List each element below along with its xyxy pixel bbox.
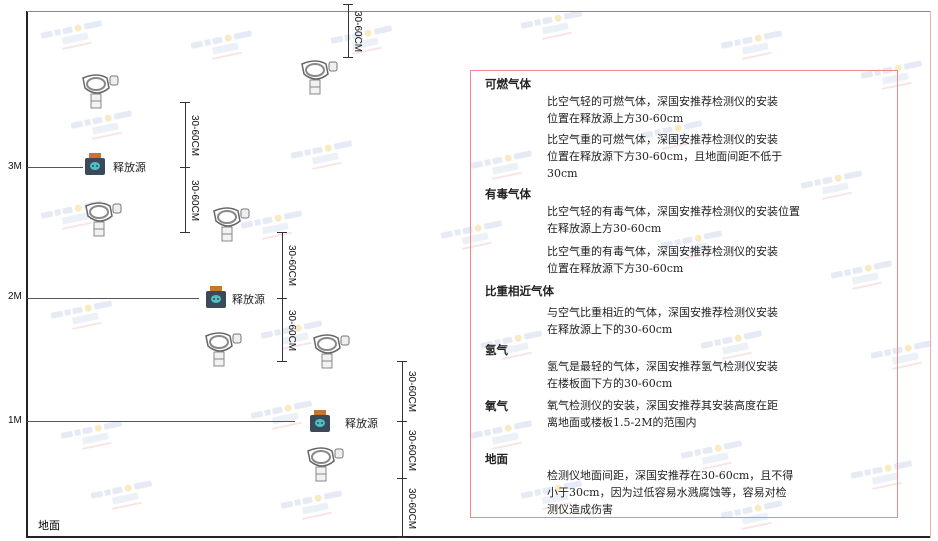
dimension-label: 30-60CM	[286, 309, 297, 351]
watermark-logo	[440, 220, 510, 258]
release-source-label: 释放源	[232, 293, 265, 306]
watermark-logo	[700, 330, 770, 368]
gas-detector-icon	[77, 72, 121, 110]
watermark-logo	[850, 460, 920, 498]
dimension-tick	[343, 4, 353, 5]
watermark-logo	[470, 420, 540, 458]
dimension-tick	[277, 361, 287, 362]
dimension-label: 30-60CM	[406, 429, 417, 471]
dimension-line	[402, 478, 403, 537]
section-text: 比空气重的有毒气体，深国安推荐检测仪的安装 位置在释放源下方30-60cm	[547, 245, 778, 275]
section-text: 与空气比重相近的气体，深国安推荐检测仪安装 在释放源上下的30-60cm	[547, 306, 778, 336]
level-line-3m	[27, 167, 83, 168]
dimension-label: 30-60CM	[406, 487, 417, 529]
watermark-logo	[640, 120, 710, 158]
section-title-combustible: 可燃气体	[485, 77, 531, 91]
watermark-logo	[190, 30, 260, 68]
dimension-line	[348, 4, 349, 57]
release-source-label: 释放源	[113, 161, 146, 174]
dimension-line	[185, 167, 186, 232]
dimension-label: 30-60CM	[189, 114, 200, 156]
gas-detector-icon	[296, 58, 340, 96]
level-label-1m: 1M	[8, 415, 22, 426]
section-text: 比空气轻的可燃气体，深国安推荐检测仪的安装 位置在释放源上方30-60cm	[547, 95, 778, 125]
gas-detector-icon	[208, 205, 252, 243]
gas-detector-icon	[302, 445, 346, 483]
section-title-similar-density: 比重相近气体	[485, 284, 554, 298]
level-label-3m: 3M	[8, 161, 22, 172]
section-text: 比空气轻的有毒气体，深国安推荐检测仪的安装位置 在释放源上方30-60cm	[547, 205, 800, 235]
dimension-tick	[180, 167, 190, 168]
watermark-logo	[800, 170, 870, 208]
dimension-line	[282, 298, 283, 361]
watermark-logo	[260, 320, 330, 358]
section-text: 检测仪地面间距，深国安推荐在30-60cm，且不得 小于30cm，因为过低容易水…	[547, 469, 794, 516]
watermark-logo	[480, 330, 550, 368]
watermark-logo	[520, 10, 590, 48]
dimension-label: 30-60CM	[286, 245, 297, 287]
section-title-hydrogen: 氢气	[485, 343, 508, 357]
dimension-line	[185, 102, 186, 167]
watermark-logo	[830, 260, 900, 298]
dimension-tick	[277, 232, 287, 233]
level-line-2m	[27, 298, 199, 299]
section-text: 氢气是最轻的气体，深国安推荐氢气检测仪安装 在楼板面下方的30-60cm	[547, 360, 778, 390]
release-source-label: 释放源	[345, 417, 378, 430]
gas-detector-icon	[80, 200, 124, 238]
watermark-logo	[50, 300, 120, 338]
dimension-tick	[397, 361, 407, 362]
watermark-logo	[520, 480, 590, 518]
floor-line	[27, 536, 931, 538]
dimension-tick	[277, 298, 287, 299]
watermark-logo	[90, 480, 160, 518]
right-wall-line	[930, 11, 931, 538]
ceiling-line	[27, 11, 931, 12]
wall-line	[26, 11, 28, 538]
release-source-icon	[204, 285, 228, 309]
gas-detector-icon	[200, 330, 244, 368]
watermark-logo	[70, 110, 140, 148]
dimension-line	[402, 361, 403, 421]
dimension-tick	[180, 232, 190, 233]
dimension-label: 30-60CM	[189, 179, 200, 221]
level-label-2m: 2M	[8, 291, 22, 302]
dimension-line	[402, 421, 403, 478]
watermark-logo	[720, 500, 790, 538]
watermark-logo	[250, 400, 320, 438]
section-title-oxygen: 氧气	[485, 399, 508, 413]
dimension-tick	[397, 421, 407, 422]
watermark-logo	[40, 20, 110, 58]
section-title-floor: 地面	[485, 452, 508, 466]
dimension-tick	[397, 478, 407, 479]
watermark-logo	[470, 150, 540, 188]
watermark-logo	[660, 230, 730, 268]
floor-label: 地面	[38, 519, 60, 532]
gas-detector-icon	[308, 332, 352, 370]
watermark-logo	[680, 440, 750, 478]
installation-guide-panel: 可燃气体 比空气轻的可燃气体，深国安推荐检测仪的安装 位置在释放源上方30-60…	[470, 70, 898, 518]
release-source-icon	[308, 409, 332, 433]
dimension-label: 30-60CM	[406, 371, 417, 413]
watermark-logo	[60, 420, 130, 458]
dimension-tick	[343, 57, 353, 58]
watermark-logo	[720, 30, 790, 68]
watermark-logo	[330, 25, 400, 63]
watermark-logo	[240, 210, 310, 248]
level-line-1m	[27, 421, 295, 422]
section-text: 比空气重的可燃气体，深国安推荐检测仪的安装 位置在释放源下方30-60cm，且地…	[547, 133, 783, 180]
dimension-line	[282, 232, 283, 298]
dimension-tick	[180, 102, 190, 103]
section-text: 氧气检测仪的安装，深国安推荐其安装高度在距 离地面或楼板1.5-2M的范围内	[547, 399, 778, 429]
release-source-icon	[83, 152, 107, 176]
watermark-logo	[280, 490, 350, 528]
dimension-tick	[397, 537, 407, 538]
watermark-logo	[290, 140, 360, 178]
dimension-label: 30-60CM	[352, 10, 363, 52]
section-title-toxic: 有毒气体	[485, 187, 531, 201]
